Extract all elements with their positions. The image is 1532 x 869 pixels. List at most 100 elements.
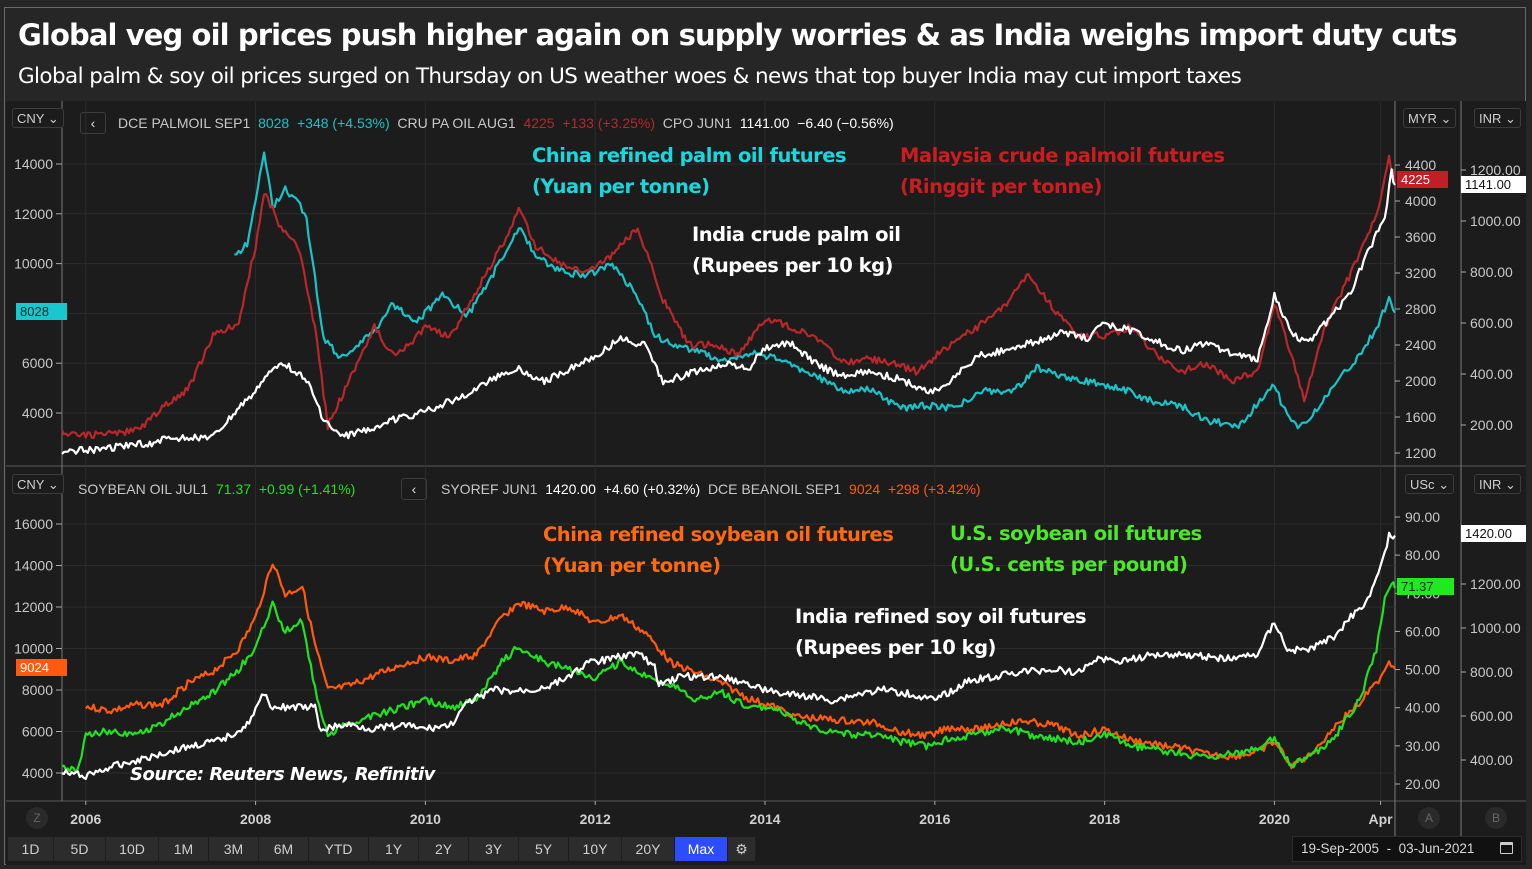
range-button-10d[interactable]: 10D bbox=[106, 837, 159, 861]
right-axis-1-tick-label: 4400 bbox=[1405, 157, 1436, 173]
settings-gear-icon[interactable]: ⚙ bbox=[728, 837, 756, 861]
source-note: Source: Reuters News, Refinitiv bbox=[130, 764, 435, 785]
bottom-instrument-legend-1: SOYBEAN OIL JUL1 71.37 +0.99 (+1.41%) bbox=[78, 481, 355, 497]
right-axis-1-tick-label: 3600 bbox=[1405, 229, 1436, 245]
marker-b[interactable]: B bbox=[1485, 807, 1507, 829]
legend-value: 8028 bbox=[258, 115, 290, 131]
annotation-line: (Yuan per tonne) bbox=[543, 554, 721, 577]
legend-value: 71.37 bbox=[215, 481, 252, 497]
legend-value: 1141.00 bbox=[739, 115, 790, 131]
right-axis-1-tick-label: 80.00 bbox=[1405, 547, 1440, 563]
range-button-1y[interactable]: 1Y bbox=[369, 837, 419, 861]
right-axis-2-tick-label: 600.00 bbox=[1470, 708, 1513, 724]
date-separator: - bbox=[1386, 841, 1392, 856]
bottom-left-currency-select[interactable]: CNY ⌄ bbox=[12, 474, 64, 494]
annotation-line: (U.S. cents per pound) bbox=[950, 553, 1188, 576]
legend-change: +0.99 (+1.41%) bbox=[258, 481, 356, 497]
x-axis-tick-label: Apr bbox=[1369, 811, 1394, 827]
top-left-currency-select[interactable]: CNY ⌄ bbox=[12, 108, 64, 128]
right-axis-1-tick-label: 50.00 bbox=[1405, 662, 1440, 678]
x-axis-tick-label: 2016 bbox=[919, 811, 950, 827]
left-axis-tick-label: 10000 bbox=[14, 256, 53, 272]
x-axis-tick-label: 2006 bbox=[70, 811, 101, 827]
bottom-instrument-legend-2: SYOREF JUN1 1420.00 +4.60 (+0.32%) DCE B… bbox=[441, 481, 981, 497]
x-axis-tick-label: 2020 bbox=[1259, 811, 1290, 827]
left-axis-tick-label: 12000 bbox=[14, 599, 53, 615]
chevron-down-icon: ⌄ bbox=[1505, 111, 1516, 126]
series-line-china-refined-palm-oil-futures-yuan-per-tonne bbox=[234, 151, 1396, 430]
left-axis-tick-label: 10000 bbox=[14, 641, 53, 657]
legend-change: −6.40 (−0.56%) bbox=[797, 115, 894, 131]
left-axis-tick-label: 6000 bbox=[22, 724, 53, 740]
calendar-icon[interactable] bbox=[1500, 842, 1513, 854]
zoom-reset-marker[interactable]: Z bbox=[26, 807, 48, 829]
last-price-badge-cny: 8028 bbox=[16, 303, 67, 320]
legend-name: CRU PA OIL AUG1 bbox=[397, 115, 516, 131]
bottom-nav-back-button[interactable]: ‹ bbox=[401, 478, 427, 500]
legend-name: SOYBEAN OIL JUL1 bbox=[78, 481, 209, 497]
range-button-5d[interactable]: 5D bbox=[54, 837, 106, 861]
bottom-right-currency-select-usc[interactable]: USc ⌄ bbox=[1405, 474, 1455, 494]
range-button-3m[interactable]: 3M bbox=[209, 837, 259, 861]
legend-change: +133 (+3.25%) bbox=[562, 115, 656, 131]
right-axis-1-tick-label: 3200 bbox=[1405, 265, 1436, 281]
legend-change: +348 (+4.53%) bbox=[297, 115, 390, 131]
right-axis-1-tick-label: 30.00 bbox=[1405, 738, 1440, 754]
last-price-badge-inr: 1141.00 bbox=[1461, 176, 1526, 193]
range-button-max[interactable]: Max bbox=[675, 837, 728, 861]
right-axis-2-tick-label: 1200.00 bbox=[1470, 576, 1521, 592]
range-button-10y[interactable]: 10Y bbox=[569, 837, 622, 861]
x-axis-tick-label: 2010 bbox=[410, 811, 441, 827]
chevron-down-icon: ⌄ bbox=[1438, 477, 1450, 492]
top-instrument-legend: DCE PALMOIL SEP1 8028 +348 (+4.53%) CRU … bbox=[118, 115, 894, 131]
page-title: Global veg oil prices push higher again … bbox=[18, 18, 1458, 52]
last-price-badge-usc: 71.37 bbox=[1397, 578, 1454, 595]
range-button-1m[interactable]: 1M bbox=[159, 837, 209, 861]
right-axis-1-tick-label: 4000 bbox=[1405, 193, 1436, 209]
bottom-right-currency-select-inr[interactable]: INR ⌄ bbox=[1474, 474, 1521, 494]
series-line-india-refined-soy-oil-futures-rupees-per-kg bbox=[61, 531, 1396, 780]
annotation-line: (Rupees per 10 kg) bbox=[795, 636, 996, 659]
left-axis-tick-label: 12000 bbox=[14, 206, 53, 222]
top-right-currency-select-inr[interactable]: INR ⌄ bbox=[1474, 108, 1521, 128]
right-axis-1-tick-label: 2800 bbox=[1405, 301, 1436, 317]
top-nav-back-button[interactable]: ‹ bbox=[80, 112, 106, 134]
series-line-india-crude-palm-oil-rupees-per-kg bbox=[61, 168, 1396, 455]
range-button-6m[interactable]: 6M bbox=[259, 837, 309, 861]
x-axis-tick-label: 2018 bbox=[1089, 811, 1120, 827]
last-price-badge-inr-soy: 1420.00 bbox=[1461, 525, 1526, 542]
right-axis-1-tick-label: 90.00 bbox=[1405, 509, 1440, 525]
marker-a[interactable]: A bbox=[1418, 807, 1440, 829]
right-axis-1-tick-label: 2000 bbox=[1405, 373, 1436, 389]
right-axis-1-tick-label: 1600 bbox=[1405, 409, 1436, 425]
annotation-line: China refined palm oil futures bbox=[532, 144, 847, 167]
chevron-down-icon: ⌄ bbox=[47, 477, 59, 492]
annotation-china-palm: China refined palm oil futures (Yuan per… bbox=[532, 140, 847, 202]
range-button-5y[interactable]: 5Y bbox=[519, 837, 569, 861]
left-axis-tick-label: 16000 bbox=[14, 516, 53, 532]
right-axis-2-tick-label: 600.00 bbox=[1470, 315, 1513, 331]
right-axis-2-tick-label: 1200.00 bbox=[1470, 162, 1521, 178]
price-chart-svg: 4000 6000 8000 10000 12000 14000 1200 1600 2000 2… bbox=[6, 101, 1526, 836]
series-line-malaysia-crude-palmoil-futures-ringgit-per-tonne bbox=[61, 154, 1397, 439]
legend-change: +4.60 (+0.32%) bbox=[603, 481, 701, 497]
annotation-line: (Ringgit per tonne) bbox=[900, 175, 1102, 198]
range-button-ytd[interactable]: YTD bbox=[309, 837, 369, 861]
date-range-picker[interactable]: 19-Sep-2005 - 03-Jun-2021 bbox=[1292, 836, 1522, 862]
range-button-2y[interactable]: 2Y bbox=[419, 837, 469, 861]
currency-label: INR bbox=[1479, 111, 1502, 126]
annotation-india-soy: India refined soy oil futures (Rupees pe… bbox=[795, 601, 1087, 663]
left-axis-tick-label: 4000 bbox=[22, 405, 53, 421]
range-button-3y[interactable]: 3Y bbox=[469, 837, 519, 861]
series-line-u-s-soybean-oil-futures-u-s-cents-per-pound bbox=[61, 581, 1397, 773]
left-axis-tick-label: 14000 bbox=[14, 156, 53, 172]
x-axis-tick-label: 2008 bbox=[240, 811, 271, 827]
legend-name: DCE PALMOIL SEP1 bbox=[118, 115, 251, 131]
range-button-1d[interactable]: 1D bbox=[8, 837, 54, 861]
legend-change: +298 (+3.42%) bbox=[887, 481, 981, 497]
right-axis-1-tick-label: 2400 bbox=[1405, 337, 1436, 353]
x-axis-tick-label: 2012 bbox=[580, 811, 611, 827]
currency-label: CNY bbox=[17, 477, 45, 492]
range-button-20y[interactable]: 20Y bbox=[622, 837, 675, 861]
top-right-currency-select-myr[interactable]: MYR ⌄ bbox=[1403, 108, 1457, 128]
